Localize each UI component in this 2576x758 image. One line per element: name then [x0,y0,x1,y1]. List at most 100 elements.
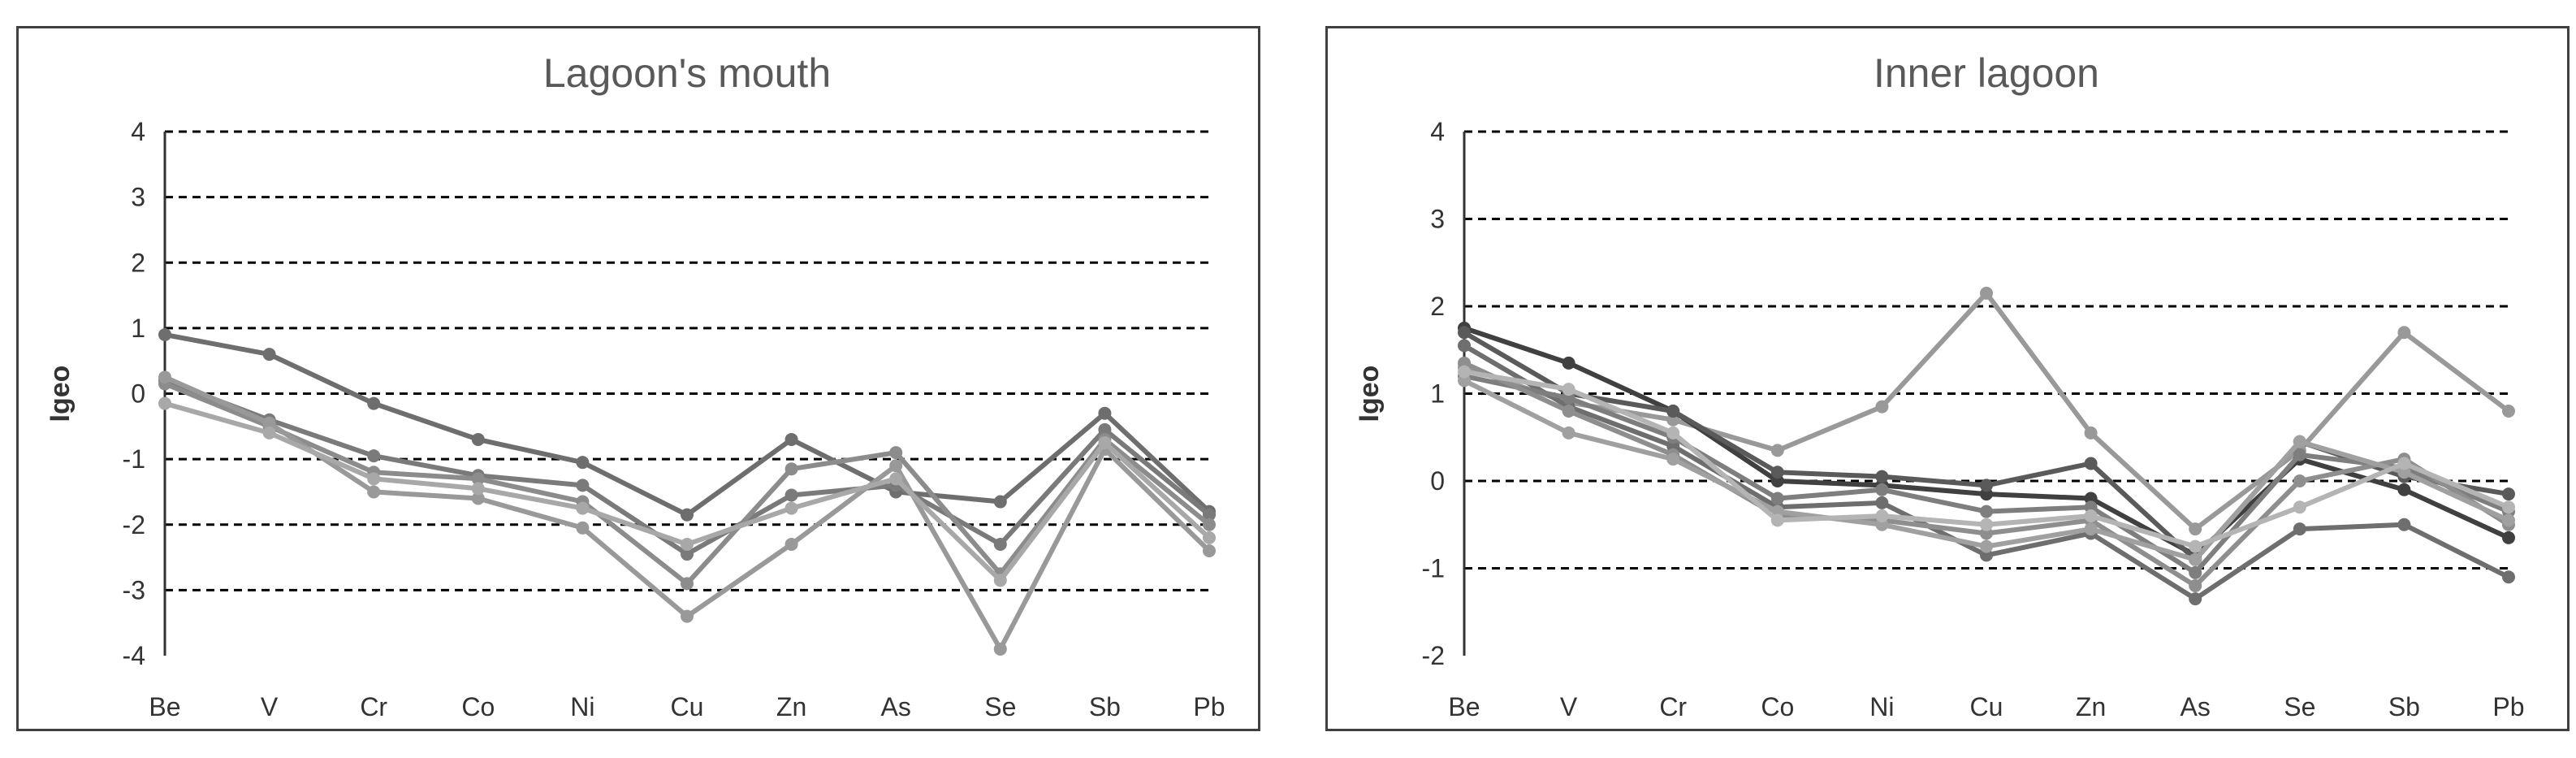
chart-1-series-7-point [1458,365,1471,379]
chart-1-series-2-point [1666,405,1680,418]
chart-0-series-1-line [162,378,1212,557]
chart-1-series-7-point [1770,513,1784,527]
chart-0-series-3-point [471,492,485,505]
chart-1-series-0-point [2084,426,2098,440]
chart-0-series-4-point [367,472,381,486]
chart-1-series-7-point [2397,457,2411,470]
chart-0-series-0-point [471,432,485,446]
chart-1-series-0-point [1980,286,1993,300]
chart-1-series-4-point [1980,505,1993,518]
chart-0-x-tick-label: Cr [360,692,387,721]
chart-0-series-4-point [681,537,694,551]
chart-0-x-tick-label: Co [461,692,495,721]
chart-0-series-3-point [158,370,171,384]
chart-1-x-tick-label: Cr [1659,692,1687,721]
chart-1-series-6-point [1562,426,1575,440]
chart-1-series-7-point [1980,518,1993,531]
chart-0-series-4-point [576,501,590,515]
chart-1-y-tick-label: -1 [1422,554,1445,583]
chart-1-series-2-point [2084,457,2098,470]
chart-1-series-2-point [1875,470,1889,483]
chart-1-series-1-point [2397,483,2411,496]
chart-1-series-6-point [1980,539,1993,553]
chart-1-series-1-point [2502,531,2515,544]
chart-1-series-7-point [2189,539,2202,553]
chart-0-y-tick-label: 1 [131,314,145,343]
chart-0-series-0-point [262,348,276,362]
chart-0-y-tick-label: 0 [131,379,145,409]
chart-0-series-2-point [784,462,798,476]
chart-1-x-tick-label: Sb [2388,692,2420,721]
chart-0-series-3-point [1203,544,1216,557]
chart-0-x-tick-label: Pb [1193,692,1225,721]
chart-0-series-3-point [576,521,590,535]
chart-panel-inner-lagoon: Inner lagoon Igeo 4 3 2 1 0 -1 -2 Be V Cr Co Ni Cu Zn As… [1325,26,2570,731]
chart-1-y-axis-label: Igeo [1354,366,1385,422]
chart-1-series-2-point [1980,479,1993,492]
chart-1-y-tick-label: -2 [1422,641,1445,670]
chart-1-x-tick-label: Co [1761,692,1794,721]
chart-0-series-3-point [889,459,903,473]
chart-1-title: Inner lagoon [1874,50,2099,96]
chart-1-series-7-point [2502,500,2515,514]
chart-0-y-tick-label: -4 [123,641,145,670]
chart-0-series-4-point [1203,531,1216,544]
chart-1-series-6-point [2293,435,2306,448]
chart-1-series-2-point [1770,466,1784,479]
chart-0-series-1-point [681,548,694,561]
chart-0-series-1-point [784,488,798,502]
chart-0-series-4-point [262,426,276,440]
chart-1-series-0-point [2189,522,2202,536]
chart-0-y-tick-label: -2 [123,510,145,539]
chart-1-series-4-point [2189,565,2202,579]
chart-0-series-4-point [993,574,1007,587]
chart-1-x-tick-label: Pb [2492,692,2524,721]
chart-0-series-4-point [784,501,798,515]
chart-1-x-tick-label: V [1560,692,1578,721]
chart-0-series-4-point [1098,435,1112,449]
chart-1-series-1-point [1562,356,1575,370]
chart-1-series-0-point [2502,405,2515,418]
chart-0-series-1-point [1203,508,1216,522]
chart-0-series-1-point [993,537,1007,551]
chart-1-x-tick-label: Be [1448,692,1480,721]
chart-1-series-0-point [1875,400,1889,414]
chart-1-x-tick-label: Zn [2076,692,2106,721]
chart-1-series-7-point [1562,383,1575,396]
chart-1-series-5-point [1562,405,1575,418]
chart-0-series-4-point [889,472,903,486]
chart-1-series-7-point [1666,426,1680,440]
chart-1-series-3-point [1458,339,1471,353]
chart-1-series-2-point [1458,326,1471,340]
chart-0-series-1-point [1098,422,1112,436]
chart-1-series-6-point [2189,552,2202,566]
chart-1-series-3-point [1875,496,1889,509]
chart-0-series-0-point [367,396,381,410]
chart-0-series-4-point [471,482,485,496]
chart-1-series-0-point [2397,326,2411,340]
chart-1-series-3-point [2502,570,2515,584]
chart-panel-lagoons-mouth: Lagoon's mouth Igeo 4 3 2 1 0 -1 -2 -3 -4 Be V Cr Co Ni… [16,26,1260,731]
chart-0-y-tick-label: 2 [131,248,145,277]
chart-1-series-4-point [1875,483,1889,496]
chart-inner-lagoon: Inner lagoon Igeo 4 3 2 1 0 -1 -2Be V Cr Co Ni Cu Zn As… [1354,50,2525,721]
chart-0-y-axis-label: Igeo [45,366,76,422]
chart-1-y-tick-label: 1 [1430,379,1445,409]
chart-0-series-1-point [367,449,381,463]
chart-0-x-tick-label: Be [149,692,180,721]
chart-0-x-tick-label: Ni [570,692,594,721]
chart-1-series-4-point [2293,448,2306,461]
chart-0-series-0-point [993,495,1007,509]
chart-0-series-2-point [889,446,903,460]
chart-1-series-3-point [2397,518,2411,531]
chart-0-series-0-point [784,432,798,446]
chart-1-series-4-point [1770,492,1784,505]
chart-0-y-tick-label: -3 [123,575,145,604]
chart-0-series-3-point [262,416,276,430]
chart-1-series-2-point [2502,487,2515,501]
chart-0-series-3-point [784,537,798,551]
chart-1-series-6-point [2084,522,2098,536]
chart-0-title: Lagoon's mouth [543,50,831,96]
chart-0-x-tick-label: Zn [776,692,806,721]
chart-1-series-3-point [2293,522,2306,536]
